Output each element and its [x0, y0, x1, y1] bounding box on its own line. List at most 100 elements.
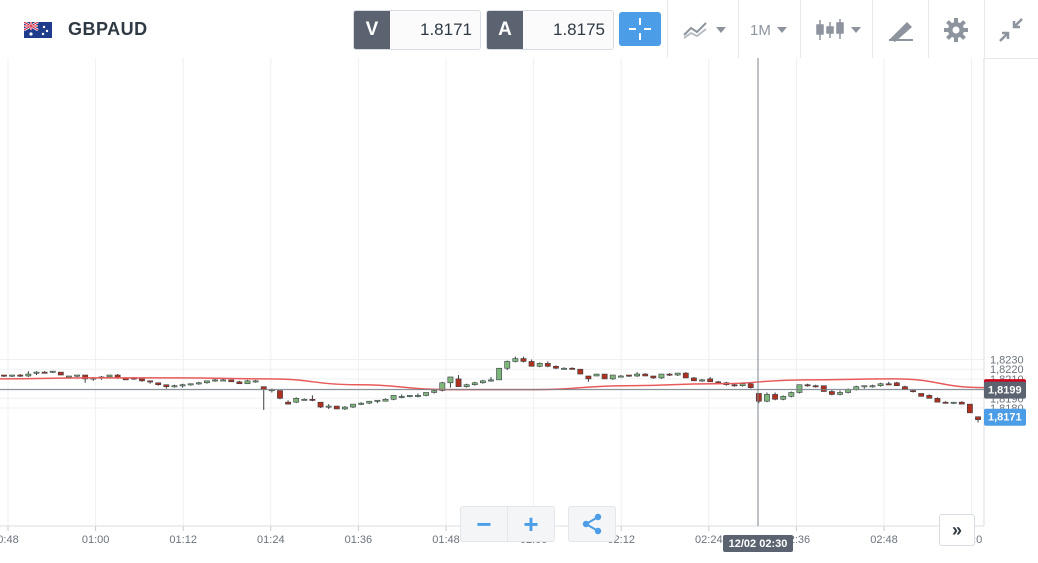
bearish-candle[interactable] [544, 363, 551, 367]
collapse-chart-button[interactable] [997, 14, 1025, 46]
drawing-tools-button[interactable] [887, 14, 915, 46]
bullish-candle[interactable] [325, 405, 332, 408]
bearish-candle[interactable] [82, 374, 89, 380]
bullish-candle[interactable] [358, 402, 365, 405]
bearish-candle[interactable] [747, 383, 754, 388]
bullish-candle[interactable] [390, 395, 397, 400]
bearish-candle[interactable] [285, 401, 291, 405]
bearish-candle[interactable] [139, 378, 145, 382]
bearish-candle[interactable] [707, 378, 714, 383]
bearish-candle[interactable] [228, 379, 235, 383]
bullish-candle[interactable] [301, 398, 308, 401]
bearish-candle[interactable] [585, 375, 592, 380]
bullish-candle[interactable] [658, 373, 665, 379]
bullish-candle[interactable] [536, 363, 543, 367]
price-chart[interactable]: 1,81801,81901,82001,82101,82201,82300:48… [0, 58, 1038, 558]
bearish-candle[interactable] [755, 393, 762, 402]
bullish-candle[interactable] [244, 380, 251, 385]
bearish-candle[interactable] [236, 381, 243, 385]
bearish-candle[interactable] [650, 375, 657, 379]
bearish-candle[interactable] [885, 383, 892, 386]
bullish-candle[interactable] [674, 372, 681, 376]
bullish-candle[interactable] [634, 373, 640, 377]
candlestick-chart[interactable]: 1,81801,81901,82001,82101,82201,82300:48… [0, 58, 1038, 558]
bearish-candle[interactable] [601, 373, 608, 380]
bullish-candle[interactable] [9, 374, 16, 377]
bullish-candle[interactable] [950, 401, 957, 404]
bullish-candle[interactable] [431, 390, 438, 393]
bearish-candle[interactable] [626, 374, 632, 377]
bullish-candle[interactable] [861, 385, 868, 388]
bullish-candle[interactable] [33, 371, 40, 374]
bearish-candle[interactable] [569, 367, 576, 370]
bullish-candle[interactable] [179, 384, 186, 387]
chart-type-dropdown[interactable] [682, 14, 726, 46]
bullish-candle[interactable] [609, 374, 616, 380]
bearish-candle[interactable] [155, 382, 162, 386]
bullish-candle[interactable] [415, 395, 421, 397]
bearish-candle[interactable] [820, 385, 827, 392]
bullish-candle[interactable] [788, 392, 795, 397]
bearish-candle[interactable] [828, 391, 835, 395]
bullish-candle[interactable] [398, 396, 405, 398]
scroll-to-latest-button[interactable]: » [939, 514, 975, 546]
bullish-candle[interactable] [739, 383, 746, 386]
bearish-candle[interactable] [918, 393, 925, 397]
bullish-candle[interactable] [195, 382, 202, 385]
bullish-candle[interactable] [869, 385, 876, 388]
sell-price-button[interactable]: V 1.8171 [353, 10, 481, 50]
bullish-candle[interactable] [471, 382, 478, 386]
bearish-candle[interactable] [942, 401, 949, 404]
bearish-candle[interactable] [553, 365, 559, 369]
bullish-candle[interactable] [617, 375, 624, 378]
bullish-candle[interactable] [488, 379, 494, 382]
bullish-candle[interactable] [512, 358, 519, 362]
bearish-candle[interactable] [934, 397, 941, 403]
bearish-candle[interactable] [715, 381, 722, 384]
bearish-candle[interactable] [147, 380, 153, 383]
bullish-candle[interactable] [66, 375, 72, 378]
bullish-candle[interactable] [212, 379, 218, 382]
bullish-candle[interactable] [252, 380, 259, 383]
bearish-candle[interactable] [958, 401, 965, 405]
bullish-candle[interactable] [447, 376, 454, 384]
bearish-candle[interactable] [333, 405, 340, 410]
bullish-candle[interactable] [877, 383, 884, 386]
bullish-candle[interactable] [593, 373, 600, 377]
bearish-candle[interactable] [317, 401, 324, 408]
bullish-candle[interactable] [423, 392, 429, 396]
bearish-candle[interactable] [455, 378, 462, 387]
bearish-candle[interactable] [17, 374, 24, 377]
bearish-candle[interactable] [277, 390, 283, 399]
bullish-candle[interactable] [837, 392, 843, 395]
zoom-out-button[interactable]: − [476, 508, 492, 539]
buy-price-button[interactable]: A 1.8175 [486, 10, 614, 50]
bearish-candle[interactable] [520, 358, 527, 362]
zoom-in-button[interactable]: + [523, 508, 539, 539]
bullish-candle[interactable] [366, 400, 373, 404]
chart-settings-button[interactable] [942, 14, 970, 46]
bearish-candle[interactable] [163, 384, 170, 387]
share-button[interactable] [569, 507, 615, 541]
bullish-candle[interactable] [204, 380, 210, 384]
bullish-candle[interactable] [463, 384, 470, 387]
crosshair-toggle-button[interactable] [619, 12, 661, 46]
bullish-candle[interactable] [796, 384, 803, 393]
bullish-candle[interactable] [49, 370, 56, 373]
bearish-candle[interactable] [577, 368, 584, 375]
bearish-candle[interactable] [666, 373, 673, 376]
timeframe-dropdown[interactable]: 1M [750, 14, 787, 46]
bullish-candle[interactable] [74, 374, 80, 377]
bullish-candle[interactable] [496, 367, 503, 381]
bearish-candle[interactable] [772, 394, 778, 400]
bullish-candle[interactable] [780, 396, 787, 400]
bearish-candle[interactable] [691, 377, 697, 382]
bearish-candle[interactable] [41, 371, 48, 374]
bearish-candle[interactable] [812, 385, 819, 388]
bearish-candle[interactable] [804, 384, 811, 387]
bullish-candle[interactable] [764, 394, 770, 402]
bullish-candle[interactable] [106, 374, 113, 378]
bullish-candle[interactable] [350, 403, 356, 408]
bullish-candle[interactable] [171, 385, 178, 388]
bearish-candle[interactable] [893, 382, 900, 386]
